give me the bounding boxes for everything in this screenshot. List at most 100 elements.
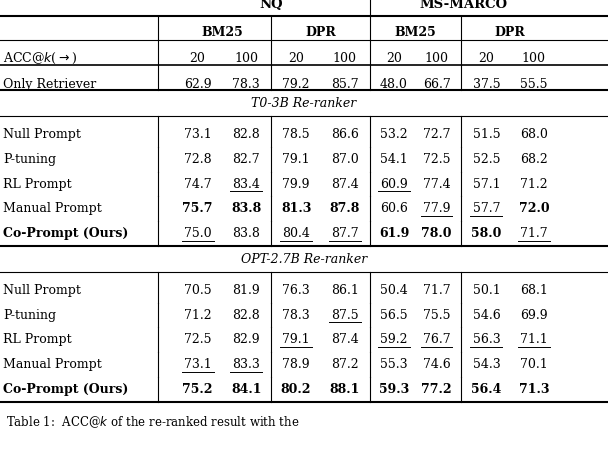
Text: NQ: NQ — [260, 0, 283, 11]
Text: 56.5: 56.5 — [380, 309, 408, 322]
Text: 53.2: 53.2 — [380, 128, 408, 141]
Text: Manual Prompt: Manual Prompt — [3, 202, 102, 215]
Text: 59.2: 59.2 — [380, 333, 408, 346]
Text: 20: 20 — [386, 52, 402, 65]
Text: 62.9: 62.9 — [184, 78, 212, 91]
Text: 75.5: 75.5 — [423, 309, 451, 322]
Text: 57.1: 57.1 — [472, 178, 500, 191]
Text: 78.3: 78.3 — [232, 78, 260, 91]
Text: RL Prompt: RL Prompt — [3, 333, 72, 346]
Text: 77.4: 77.4 — [423, 178, 451, 191]
Text: 73.1: 73.1 — [184, 358, 212, 371]
Text: 60.6: 60.6 — [380, 202, 408, 215]
Text: 81.9: 81.9 — [232, 284, 260, 297]
Text: 87.0: 87.0 — [331, 153, 359, 166]
Text: P-tuning: P-tuning — [3, 309, 56, 322]
Text: Only Retriever: Only Retriever — [3, 78, 96, 91]
Text: Manual Prompt: Manual Prompt — [3, 358, 102, 371]
Text: 81.3: 81.3 — [281, 202, 311, 215]
Text: 72.5: 72.5 — [184, 333, 212, 346]
Text: 60.9: 60.9 — [380, 178, 408, 191]
Text: 68.0: 68.0 — [520, 128, 548, 141]
Text: 71.7: 71.7 — [520, 227, 548, 240]
Text: 82.9: 82.9 — [232, 333, 260, 346]
Text: 86.1: 86.1 — [331, 284, 359, 297]
Text: 50.1: 50.1 — [472, 284, 500, 297]
Text: 50.4: 50.4 — [380, 284, 408, 297]
Text: 66.7: 66.7 — [423, 78, 451, 91]
Text: Co-Prompt (Ours): Co-Prompt (Ours) — [3, 227, 128, 240]
Text: 78.9: 78.9 — [282, 358, 310, 371]
Text: 87.4: 87.4 — [331, 178, 359, 191]
Text: 87.8: 87.8 — [330, 202, 360, 215]
Text: 83.4: 83.4 — [232, 178, 260, 191]
Text: 20: 20 — [478, 52, 494, 65]
Text: 75.7: 75.7 — [182, 202, 213, 215]
Text: 74.7: 74.7 — [184, 178, 212, 191]
Text: BM25: BM25 — [201, 26, 243, 38]
Text: 54.6: 54.6 — [472, 309, 500, 322]
Text: 56.3: 56.3 — [472, 333, 500, 346]
Text: Co-Prompt (Ours): Co-Prompt (Ours) — [3, 383, 128, 396]
Text: T0-3B Re-ranker: T0-3B Re-ranker — [251, 98, 357, 110]
Text: 86.6: 86.6 — [331, 128, 359, 141]
Text: 76.7: 76.7 — [423, 333, 451, 346]
Text: Null Prompt: Null Prompt — [3, 128, 81, 141]
Text: 77.9: 77.9 — [423, 202, 451, 215]
Text: 70.1: 70.1 — [520, 358, 548, 371]
Text: 75.2: 75.2 — [182, 383, 213, 396]
Text: 20: 20 — [190, 52, 206, 65]
Text: Null Prompt: Null Prompt — [3, 284, 81, 297]
Text: 55.5: 55.5 — [520, 78, 548, 91]
Text: 56.4: 56.4 — [471, 383, 502, 396]
Text: 68.2: 68.2 — [520, 153, 548, 166]
Text: 71.3: 71.3 — [519, 383, 549, 396]
Text: 37.5: 37.5 — [472, 78, 500, 91]
Text: DPR: DPR — [305, 26, 336, 38]
Text: 100: 100 — [522, 52, 546, 65]
Text: 87.2: 87.2 — [331, 358, 359, 371]
Text: 61.9: 61.9 — [379, 227, 409, 240]
Text: 79.9: 79.9 — [282, 178, 310, 191]
Text: 57.7: 57.7 — [472, 202, 500, 215]
Text: 72.5: 72.5 — [423, 153, 451, 166]
Text: ACC@$k$($\rightarrow$): ACC@$k$($\rightarrow$) — [3, 51, 77, 66]
Text: 58.0: 58.0 — [471, 227, 502, 240]
Text: DPR: DPR — [495, 26, 525, 38]
Text: 68.1: 68.1 — [520, 284, 548, 297]
Text: 100: 100 — [333, 52, 357, 65]
Text: RL Prompt: RL Prompt — [3, 178, 72, 191]
Text: 69.9: 69.9 — [520, 309, 548, 322]
Text: BM25: BM25 — [395, 26, 436, 38]
Text: Table 1:  ACC@$k$ of the re-ranked result with the: Table 1: ACC@$k$ of the re-ranked result… — [6, 414, 300, 430]
Text: 74.6: 74.6 — [423, 358, 451, 371]
Text: 82.8: 82.8 — [232, 128, 260, 141]
Text: 87.4: 87.4 — [331, 333, 359, 346]
Text: 51.5: 51.5 — [472, 128, 500, 141]
Text: 100: 100 — [424, 52, 449, 65]
Text: 78.3: 78.3 — [282, 309, 310, 322]
Text: 82.7: 82.7 — [232, 153, 260, 166]
Text: 54.3: 54.3 — [472, 358, 500, 371]
Text: 71.2: 71.2 — [520, 178, 548, 191]
Text: 80.4: 80.4 — [282, 227, 310, 240]
Text: 75.0: 75.0 — [184, 227, 212, 240]
Text: 88.1: 88.1 — [330, 383, 360, 396]
Text: 85.7: 85.7 — [331, 78, 359, 91]
Text: 77.2: 77.2 — [421, 383, 452, 396]
Text: 72.8: 72.8 — [184, 153, 212, 166]
Text: 83.8: 83.8 — [232, 227, 260, 240]
Text: 48.0: 48.0 — [380, 78, 408, 91]
Text: 73.1: 73.1 — [184, 128, 212, 141]
Text: 100: 100 — [234, 52, 258, 65]
Text: 72.7: 72.7 — [423, 128, 451, 141]
Text: 79.2: 79.2 — [282, 78, 310, 91]
Text: P-tuning: P-tuning — [3, 153, 56, 166]
Text: 71.7: 71.7 — [423, 284, 451, 297]
Text: OPT-2.7B Re-ranker: OPT-2.7B Re-ranker — [241, 253, 367, 266]
Text: 78.5: 78.5 — [282, 128, 310, 141]
Text: 79.1: 79.1 — [282, 153, 310, 166]
Text: MS-MARCO: MS-MARCO — [420, 0, 508, 11]
Text: 59.3: 59.3 — [379, 383, 409, 396]
Text: 82.8: 82.8 — [232, 309, 260, 322]
